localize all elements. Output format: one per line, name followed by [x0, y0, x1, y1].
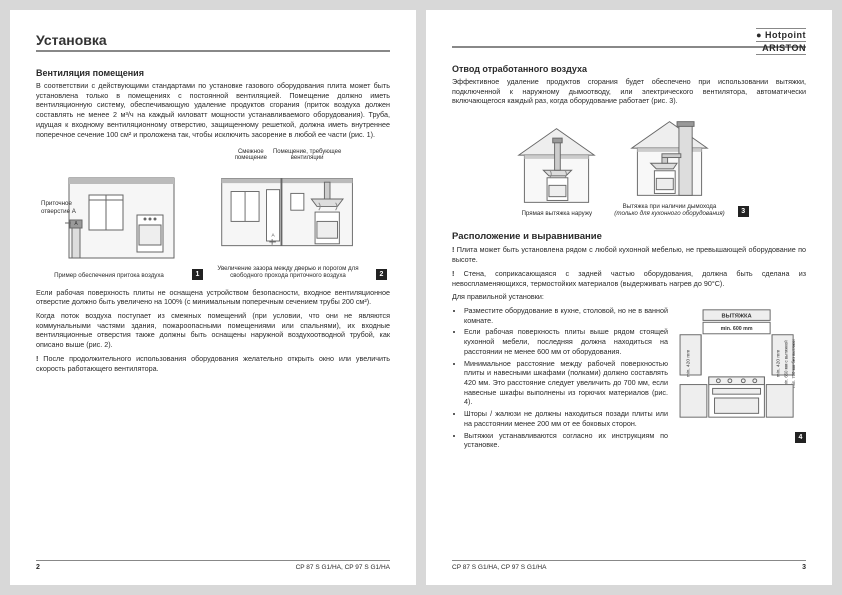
figure-row-rooms: Приточное отверстие A A Пример обеспечен… — [36, 149, 390, 279]
brand-ariston: ARISTON — [756, 41, 806, 55]
para-pos-2: Стена, соприкасающаяся с задней частью о… — [452, 269, 806, 288]
caption-fig1: Пример обеспечения притока воздуха — [39, 272, 179, 279]
page-right: ● Hotpoint ARISTON Отвод отработанного в… — [426, 10, 832, 585]
model-left: CP 87 S G1/HA, CP 97 S G1/HA — [296, 564, 390, 571]
svg-text:min. 600 mm: min. 600 mm — [721, 326, 753, 332]
title-rule-right — [452, 46, 806, 48]
house-2-svg — [622, 116, 717, 201]
heading-exhaust: Отвод отработанного воздуха — [452, 64, 806, 74]
heading-ventilation: Вентиляция помещения — [36, 68, 390, 78]
bullet-list: Разместите оборудование в кухне, столово… — [452, 306, 668, 450]
brand-hotpoint: ● Hotpoint — [756, 28, 806, 41]
caption-house-2b: (только для кухонного оборудования) — [614, 210, 724, 217]
para-vent-2: Если рабочая поверхность плиты не оснаще… — [36, 288, 390, 307]
label-adjacent: Смежное помещение — [235, 149, 267, 161]
clearance-svg: ВЫТЯЖКА min. 600 mm min. 420 mm min. 420… — [676, 306, 801, 421]
svg-text:min. 650 мм с вытяжкой: min. 650 мм с вытяжкой — [783, 340, 788, 387]
para-pos-3: Для правильной установки: — [452, 292, 806, 302]
brand-block: ● Hotpoint ARISTON — [756, 28, 806, 55]
svg-text:ВЫТЯЖКА: ВЫТЯЖКА — [721, 314, 751, 320]
page-title: Установка — [36, 32, 390, 48]
room-2-svg: A — [218, 163, 358, 263]
bullet-4: Шторы / жалюзи не должны находиться поза… — [464, 409, 668, 428]
bullet-3: Минимальное расстояние между рабочей пов… — [464, 359, 668, 408]
bullet-1: Разместите оборудование в кухне, столово… — [464, 306, 668, 325]
caption-house-2: Вытяжка при наличии дымохода — [614, 203, 724, 210]
figure-house-2: Вытяжка при наличии дымохода (только для… — [614, 116, 724, 217]
figure-row-houses: Прямая вытяжка наружу Вытяжка при наличи… — [452, 116, 806, 217]
figure-house-1: Прямая вытяжка наружу — [509, 123, 604, 217]
badge-3: 3 — [738, 206, 749, 217]
svg-text:min. 700 мм без вытяжки: min. 700 мм без вытяжки — [791, 339, 796, 388]
label-needs-vent: Помещение, требующее вентиляции — [273, 149, 341, 161]
bullet-5: Вытяжки устанавливаются согласно их инст… — [464, 431, 668, 450]
figure-1: Приточное отверстие A A Пример обеспечен… — [39, 170, 179, 279]
para-pos-1: Плита может быть установлена рядом с люб… — [452, 245, 806, 264]
model-right: CP 87 S G1/HA, CP 97 S G1/HA — [452, 564, 546, 571]
para-vent-3: Когда поток воздуха поступает из смежных… — [36, 311, 390, 350]
label-inlet-a: Приточное отверстие A — [41, 200, 91, 214]
page-num-left: 2 — [36, 564, 40, 571]
badge-2: 2 — [376, 269, 387, 280]
badge-1: 1 — [192, 269, 203, 280]
page-left: Установка Вентиляция помещения В соответ… — [10, 10, 416, 585]
heading-position: Расположение и выравнивание — [452, 231, 806, 242]
bullet-2: Если рабочая поверхность плиты выше рядо… — [464, 327, 668, 356]
room-1-svg: A — [39, 170, 179, 270]
caption-house-1: Прямая вытяжка наружу — [509, 210, 604, 217]
page-num-right: 3 — [802, 564, 806, 571]
badge-4: 4 — [795, 432, 806, 443]
svg-text:min. 420 mm: min. 420 mm — [686, 350, 692, 378]
figure-2: Смежное помещение Помещение, требующее в… — [213, 149, 363, 279]
para-exhaust: Эффективное удаление продуктов сгорания … — [452, 77, 806, 106]
para-vent-1: В соответствии с действующими стандартам… — [36, 81, 390, 139]
svg-text:min. 420 mm: min. 420 mm — [776, 350, 782, 378]
title-rule — [36, 50, 390, 52]
para-vent-4: После продолжительного использования обо… — [36, 354, 390, 373]
position-two-col: Разместите оборудование в кухне, столово… — [452, 306, 806, 452]
figure-clearance: ВЫТЯЖКА min. 600 mm min. 420 mm min. 420… — [676, 306, 806, 452]
footer-right: CP 87 S G1/HA, CP 97 S G1/HA 3 — [452, 560, 806, 571]
house-1-svg — [509, 123, 604, 208]
caption-fig2: Увеличение зазора между дверью и порогом… — [213, 265, 363, 279]
footer-left: 2 CP 87 S G1/HA, CP 97 S G1/HA — [36, 560, 390, 571]
